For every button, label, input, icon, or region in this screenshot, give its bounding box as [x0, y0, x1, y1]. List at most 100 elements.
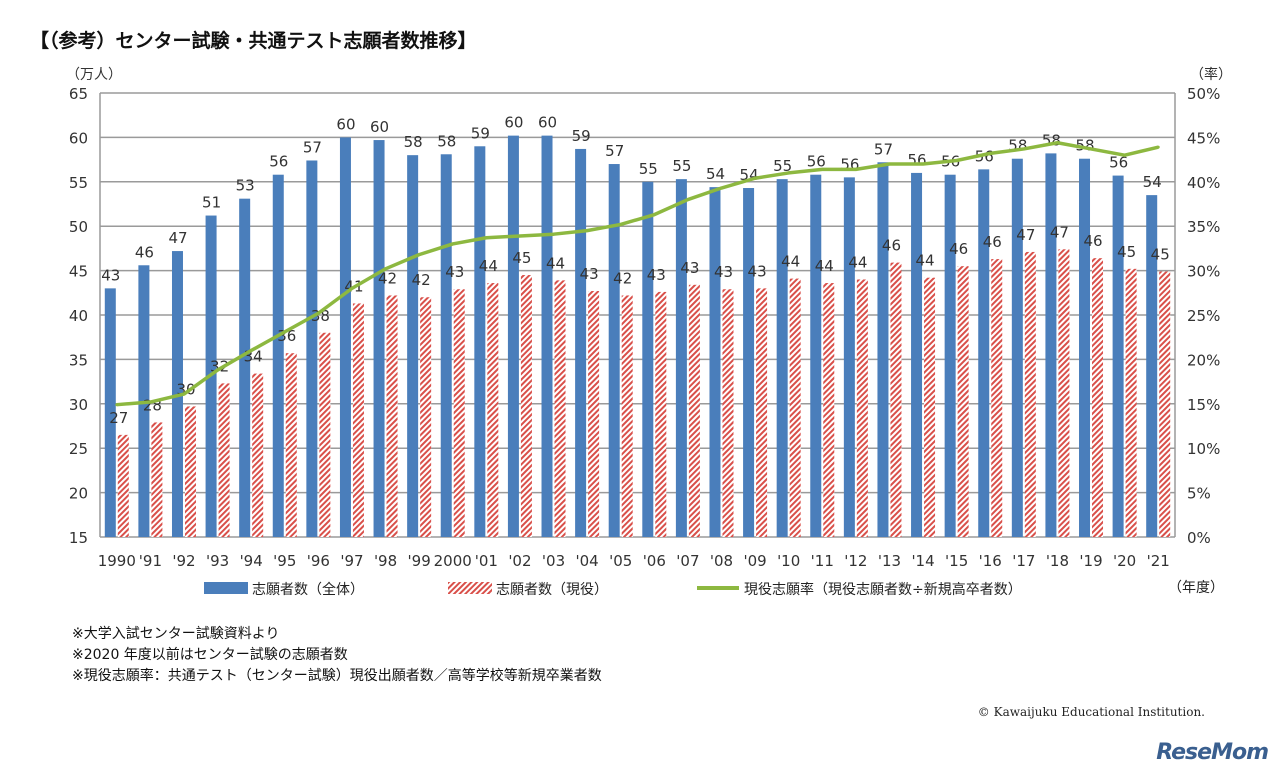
current-data-label: 43 [680, 259, 699, 277]
current-data-label: 43 [714, 263, 733, 281]
legend-label-total: 志願者数（全体） [252, 581, 364, 598]
total-data-label: 43 [101, 266, 120, 284]
current-data-label: 42 [412, 271, 431, 289]
x-tick-label: '17 [1012, 552, 1035, 570]
x-tick-label: '18 [1046, 552, 1069, 570]
rate-point [417, 253, 421, 257]
legend-label-rate: 現役志願率（現役志願者数÷新規高卒者数） [744, 581, 1022, 598]
total-data-label: 51 [202, 194, 221, 212]
current-data-label: 42 [378, 269, 397, 287]
rate-point [249, 349, 253, 353]
x-tick-label: '08 [710, 552, 733, 570]
x-tick-label: '03 [542, 552, 565, 570]
legend-swatch-total [204, 582, 248, 594]
left-tick-label: 60 [69, 129, 88, 147]
total-data-label: 57 [605, 142, 624, 160]
x-tick-label: '01 [475, 552, 498, 570]
bar-current [722, 289, 734, 537]
total-data-label: 55 [773, 157, 792, 175]
bar-current [823, 283, 835, 537]
bar-total [541, 135, 553, 537]
bar-total [944, 174, 956, 538]
x-tick-label: '21 [1147, 552, 1170, 570]
bar-current [789, 278, 801, 537]
bar-total [810, 174, 822, 538]
bar-current [184, 406, 196, 537]
bar-total [104, 288, 116, 537]
bar-current [151, 422, 163, 537]
bar-current [319, 332, 331, 537]
footnote: ※現役志願率：共通テスト（センター試験）現役出願者数／高等学校等新規卒業者数 [72, 668, 602, 684]
total-data-label: 54 [706, 165, 725, 183]
bar-current [252, 373, 264, 537]
resemom-logo: ReseMom [1156, 740, 1269, 765]
rate-point [1156, 145, 1160, 149]
current-data-label: 43 [580, 265, 599, 283]
bar-current [487, 283, 499, 537]
right-tick-label: 30% [1187, 263, 1220, 281]
x-tick-label: '15 [945, 552, 968, 570]
rate-point [384, 267, 388, 271]
left-tick-label: 45 [69, 263, 88, 281]
current-data-label: 45 [512, 249, 531, 267]
bar-total [407, 155, 419, 537]
rate-point [686, 198, 690, 202]
current-data-label: 46 [983, 233, 1002, 251]
total-data-label: 58 [437, 132, 456, 150]
x-tick-label: '10 [777, 552, 800, 570]
x-axis-unit: （年度） [1168, 580, 1224, 596]
total-data-label: 47 [168, 229, 187, 247]
rate-point [887, 162, 891, 166]
rate-point [787, 171, 791, 175]
bar-total [1112, 175, 1124, 538]
bar-total [507, 135, 519, 537]
current-data-label: 43 [647, 266, 666, 284]
bar-current [655, 291, 667, 537]
bar-total [339, 137, 351, 537]
left-tick-label: 35 [69, 351, 88, 369]
x-tick-label: '04 [576, 552, 599, 570]
right-tick-label: 15% [1187, 396, 1220, 414]
bar-current [218, 383, 230, 537]
x-tick-label: '09 [743, 552, 766, 570]
current-data-label: 44 [848, 253, 867, 271]
bar-current [520, 275, 532, 537]
bar-current [957, 266, 969, 537]
bar-total [575, 148, 587, 537]
total-data-label: 58 [404, 133, 423, 151]
total-data-label: 60 [538, 114, 557, 132]
left-tick-label: 65 [69, 85, 88, 103]
x-tick-label: '91 [139, 552, 162, 570]
x-tick-label: '12 [844, 552, 867, 570]
total-data-label: 60 [504, 114, 523, 132]
bar-total [474, 146, 486, 537]
bar-current [1058, 249, 1070, 537]
rate-point [1055, 141, 1059, 145]
bar-total [911, 172, 923, 538]
left-tick-label: 20 [69, 485, 88, 503]
rate-line [116, 140, 1159, 407]
bar-total [1146, 195, 1158, 537]
bar-current [1024, 251, 1036, 537]
bar-current [285, 353, 297, 537]
current-data-label: 44 [815, 257, 834, 275]
left-tick-label: 40 [69, 307, 88, 325]
x-tick-label: '16 [979, 552, 1002, 570]
bar-total [709, 187, 721, 538]
rate-point [854, 167, 858, 171]
bar-total [776, 179, 788, 538]
left-axis-unit: （万人） [66, 67, 122, 83]
bar-current [991, 259, 1003, 537]
x-tick-label: '93 [206, 552, 229, 570]
legend-label-current: 志願者数（現役） [496, 582, 608, 598]
bar-total [608, 164, 620, 538]
bar-total [642, 181, 654, 538]
x-tick-label: '97 [340, 552, 363, 570]
total-data-label: 57 [874, 140, 893, 158]
right-tick-label: 45% [1187, 129, 1220, 147]
current-data-label: 42 [613, 269, 632, 287]
current-data-label: 43 [748, 262, 767, 280]
current-data-label: 45 [1151, 245, 1170, 263]
current-data-label: 46 [949, 240, 968, 258]
footnote: ※大学入試センター試験資料より [72, 626, 280, 642]
